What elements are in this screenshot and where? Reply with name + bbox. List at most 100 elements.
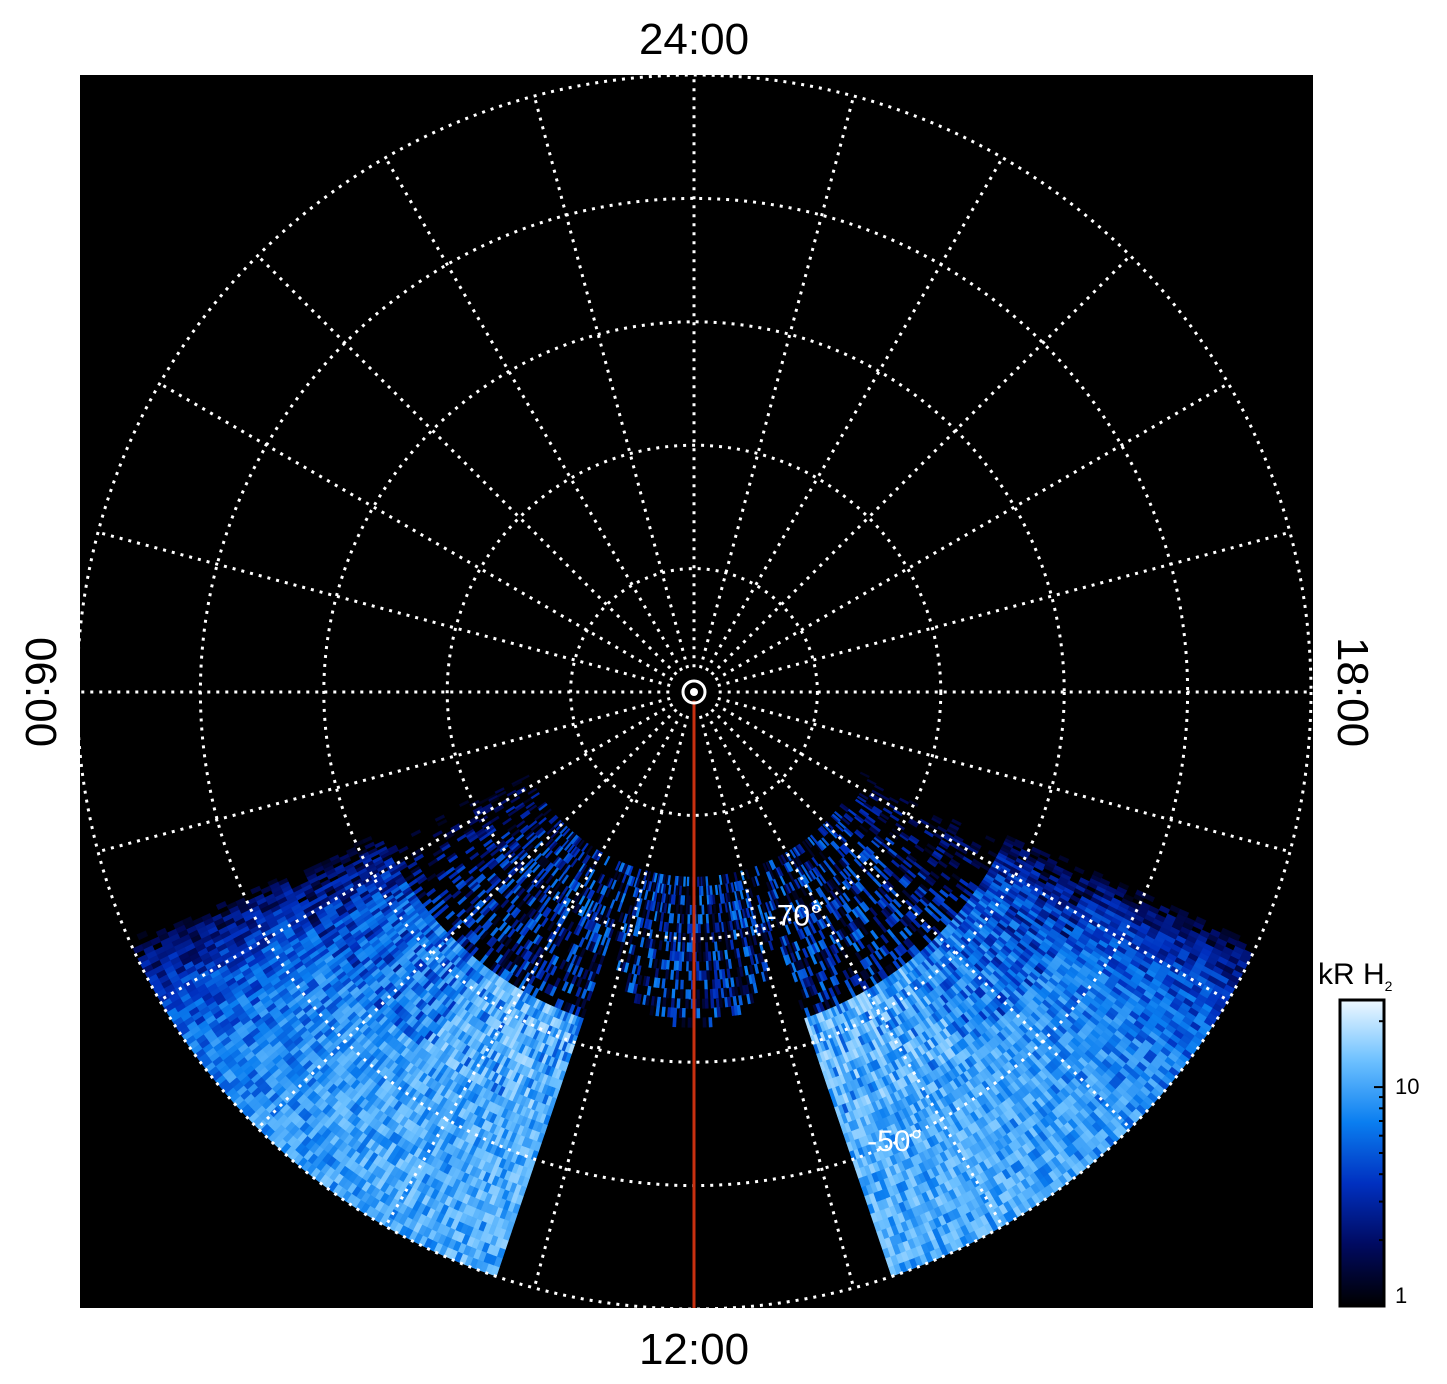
emission-cell [872, 805, 883, 814]
emission-cell [678, 885, 683, 896]
emission-cell [718, 874, 723, 886]
emission-cell [819, 862, 829, 872]
emission-cell [738, 966, 744, 977]
emission-cell [676, 998, 681, 1009]
emission-cell [723, 987, 728, 998]
emission-cell [884, 879, 895, 890]
emission-cell [658, 921, 663, 932]
emission-cell [948, 823, 960, 831]
emission-cell [662, 997, 667, 1008]
emission-cell [855, 829, 865, 838]
emission-cell [595, 963, 602, 975]
emission-cell [709, 904, 713, 915]
emission-cell [448, 870, 459, 880]
emission-cell [882, 807, 893, 815]
emission-cell [637, 974, 643, 986]
emission-cell [704, 979, 708, 990]
emission-cell [548, 943, 557, 954]
emission-cell [715, 960, 720, 971]
auroral-emission-map [132, 771, 1254, 1277]
emission-cell [527, 896, 537, 907]
emission-cell [705, 913, 710, 925]
emission-cell [538, 803, 548, 812]
emission-cell [777, 866, 784, 877]
emission-cell [630, 876, 636, 887]
emission-cell [719, 950, 724, 961]
emission-cell [784, 924, 792, 935]
emission-cell [494, 805, 505, 814]
emission-cell [932, 814, 943, 823]
emission-cell [434, 814, 446, 822]
emission-cell [677, 932, 682, 943]
emission-cell [868, 906, 878, 917]
emission-cell [505, 805, 516, 814]
emission-cell [584, 929, 592, 940]
emission-cell [831, 813, 841, 822]
emission-cell [842, 892, 851, 903]
emission-cell [515, 820, 526, 829]
emission-cell [529, 920, 538, 931]
emission-cell [768, 910, 774, 922]
emission-cell [718, 997, 723, 1008]
emission-cell [697, 923, 701, 934]
emission-cell [841, 856, 850, 867]
emission-cell [713, 969, 718, 980]
emission-cell [545, 837, 554, 847]
emission-cell [521, 811, 531, 820]
emission-cell [575, 925, 583, 936]
emission-cell [540, 917, 549, 928]
emission-cell [678, 960, 683, 972]
emission-cell [774, 898, 781, 909]
emission-cell [647, 881, 653, 892]
emission-cell [712, 950, 717, 962]
emission-cell [432, 830, 443, 838]
emission-cell [605, 887, 612, 898]
emission-cell [866, 815, 876, 824]
emission-cell [859, 771, 870, 779]
emission-cell [542, 808, 552, 817]
emission-cell [597, 944, 604, 955]
emission-cell [679, 904, 683, 915]
emission-cell [600, 915, 607, 927]
emission-cell [748, 887, 754, 898]
emission-cell [696, 998, 701, 1009]
emission-cell [710, 998, 715, 1009]
emission-cell [907, 853, 918, 863]
emission-cell [739, 880, 744, 891]
emission-cell [675, 885, 679, 896]
emission-cell [688, 951, 692, 962]
emission-cell [531, 863, 541, 874]
emission-cell [680, 979, 684, 990]
emission-cell [932, 850, 944, 859]
emission-cell [510, 795, 521, 804]
emission-cell [679, 876, 683, 887]
emission-cell [533, 923, 542, 934]
emission-cell [879, 871, 890, 881]
emission-cell [859, 808, 870, 817]
emission-cell [718, 903, 723, 914]
emission-cell [821, 837, 830, 847]
emission-cell [563, 841, 573, 852]
emission-cell [679, 989, 684, 1000]
emission-cell [572, 848, 581, 858]
emission-cell [698, 951, 702, 962]
emission-cell [570, 857, 579, 868]
emission-cell [549, 815, 559, 825]
emission-cell [672, 1016, 677, 1028]
emission-cell [478, 833, 489, 842]
emission-cell [879, 812, 890, 821]
emission-cell [616, 871, 623, 882]
emission-cell [648, 957, 653, 969]
emission-cell [705, 876, 709, 887]
emission-cell [674, 979, 679, 990]
emission-cell [617, 901, 623, 913]
emission-cell [714, 941, 718, 952]
emission-cell [844, 812, 854, 822]
emission-cell [547, 920, 555, 932]
emission-cell [766, 921, 773, 932]
emission-cell [506, 789, 517, 797]
emission-cell [670, 913, 675, 924]
local-time-label-top: 24:00 [638, 15, 750, 64]
emission-cell [801, 947, 809, 959]
emission-cell [895, 822, 906, 831]
